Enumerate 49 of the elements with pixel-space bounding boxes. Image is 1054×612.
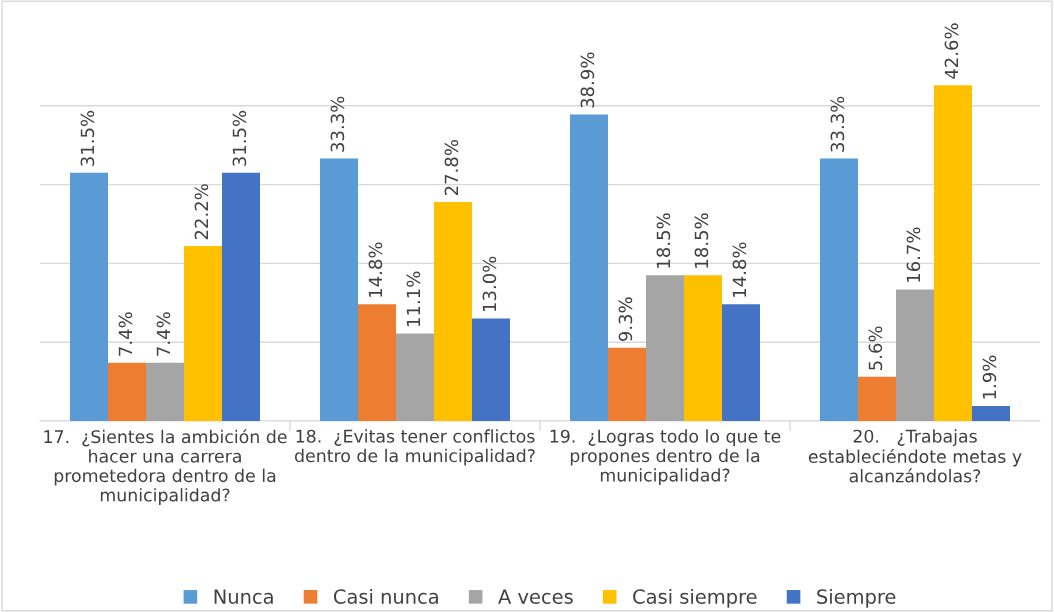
bar: [684, 275, 722, 421]
bar: [722, 304, 760, 421]
data-label: 13.0%: [482, 256, 497, 312]
x-tick-label: 18. ¿Evitas tener conflictos dentro de la municipalidad?: [295, 429, 535, 466]
data-label: 1.9%: [982, 355, 997, 399]
bar: [184, 246, 222, 421]
bar: [820, 158, 858, 421]
legend-label: A veces: [498, 589, 573, 604]
data-label: 9.3%: [618, 297, 633, 342]
bar: [972, 406, 1010, 421]
bar: [896, 289, 934, 421]
data-label: 22.2%: [194, 184, 209, 240]
bar: [472, 318, 510, 421]
data-label: 18.5%: [656, 213, 671, 268]
legend-label: Nunca: [214, 589, 273, 604]
data-label: 14.8%: [368, 242, 383, 297]
bar: [396, 333, 434, 421]
x-tick-label: 19. ¿Logras todo lo que te propones dentro de la municipalidad?: [550, 429, 781, 486]
legend-label: Casi nunca: [333, 588, 438, 604]
bar: [934, 85, 972, 421]
data-label: 38.9%: [580, 52, 595, 108]
data-label: 16.7%: [906, 227, 921, 282]
x-tick-label: 20. ¿Trabajas estableciéndote metas y alcanzándolas?: [808, 429, 1022, 483]
bar: [570, 114, 608, 421]
data-label: 18.5%: [694, 213, 709, 268]
bar: [608, 347, 646, 421]
data-label: 31.5%: [232, 110, 247, 166]
bar: [358, 304, 396, 421]
bar: [70, 172, 108, 421]
data-label: 33.3%: [330, 96, 345, 152]
data-label: 7.4%: [156, 312, 171, 356]
bar: [434, 201, 472, 421]
data-label: 27.8%: [444, 140, 459, 196]
bar: [858, 376, 896, 421]
bar: [222, 172, 260, 421]
data-label: 31.5%: [80, 110, 95, 166]
bar: [320, 158, 358, 421]
legend-label: Casi siempre: [633, 588, 757, 608]
bar: [108, 362, 146, 421]
data-label: 33.3%: [830, 96, 845, 152]
bar: [146, 362, 184, 421]
data-label: 7.4%: [118, 312, 133, 356]
data-label: 14.8%: [732, 242, 747, 297]
legend-label: Siempre: [817, 588, 896, 608]
x-tick-label: 17. ¿Sientes la ambición de hacer una carrera prometedora dentro de la municipalidad?: [44, 429, 287, 505]
data-label: 42.6%: [944, 23, 959, 79]
data-label: 11.1%: [406, 271, 421, 326]
bar: [646, 275, 684, 421]
data-label: 5.6%: [868, 326, 883, 370]
